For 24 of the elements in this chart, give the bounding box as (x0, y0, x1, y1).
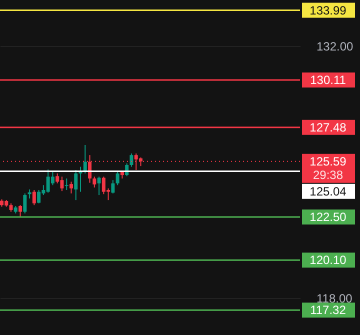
y-tick-label: 132.00 (316, 40, 354, 54)
candlestick (74, 170, 78, 201)
y-tick-label: 118.00 (316, 291, 353, 306)
ref-line-label: 120.10 (310, 253, 347, 268)
candlestick (116, 171, 120, 186)
candlestick (83, 144, 87, 174)
ref-line-label: 125.59 (310, 154, 347, 168)
candlestick (92, 176, 96, 188)
ref-line-label: 130.11 (310, 73, 346, 88)
ref-line-label: 122.50 (310, 210, 347, 224)
candlestick (97, 176, 101, 196)
ref-line-label: 117.32 (310, 303, 346, 318)
ref-line-label: 127.48 (310, 120, 347, 134)
candlestick (69, 181, 73, 194)
ref-line-label: 125.04 (310, 184, 347, 198)
ref-line-label: 133.99 (310, 3, 347, 18)
candlestick (23, 192, 27, 214)
candlestick (18, 204, 22, 218)
candlestick (64, 178, 68, 190)
text: 29:38 (312, 168, 344, 182)
candlestick (37, 189, 41, 204)
candlestick (130, 152, 134, 168)
candlestick (111, 180, 115, 194)
candlestick (32, 189, 36, 206)
